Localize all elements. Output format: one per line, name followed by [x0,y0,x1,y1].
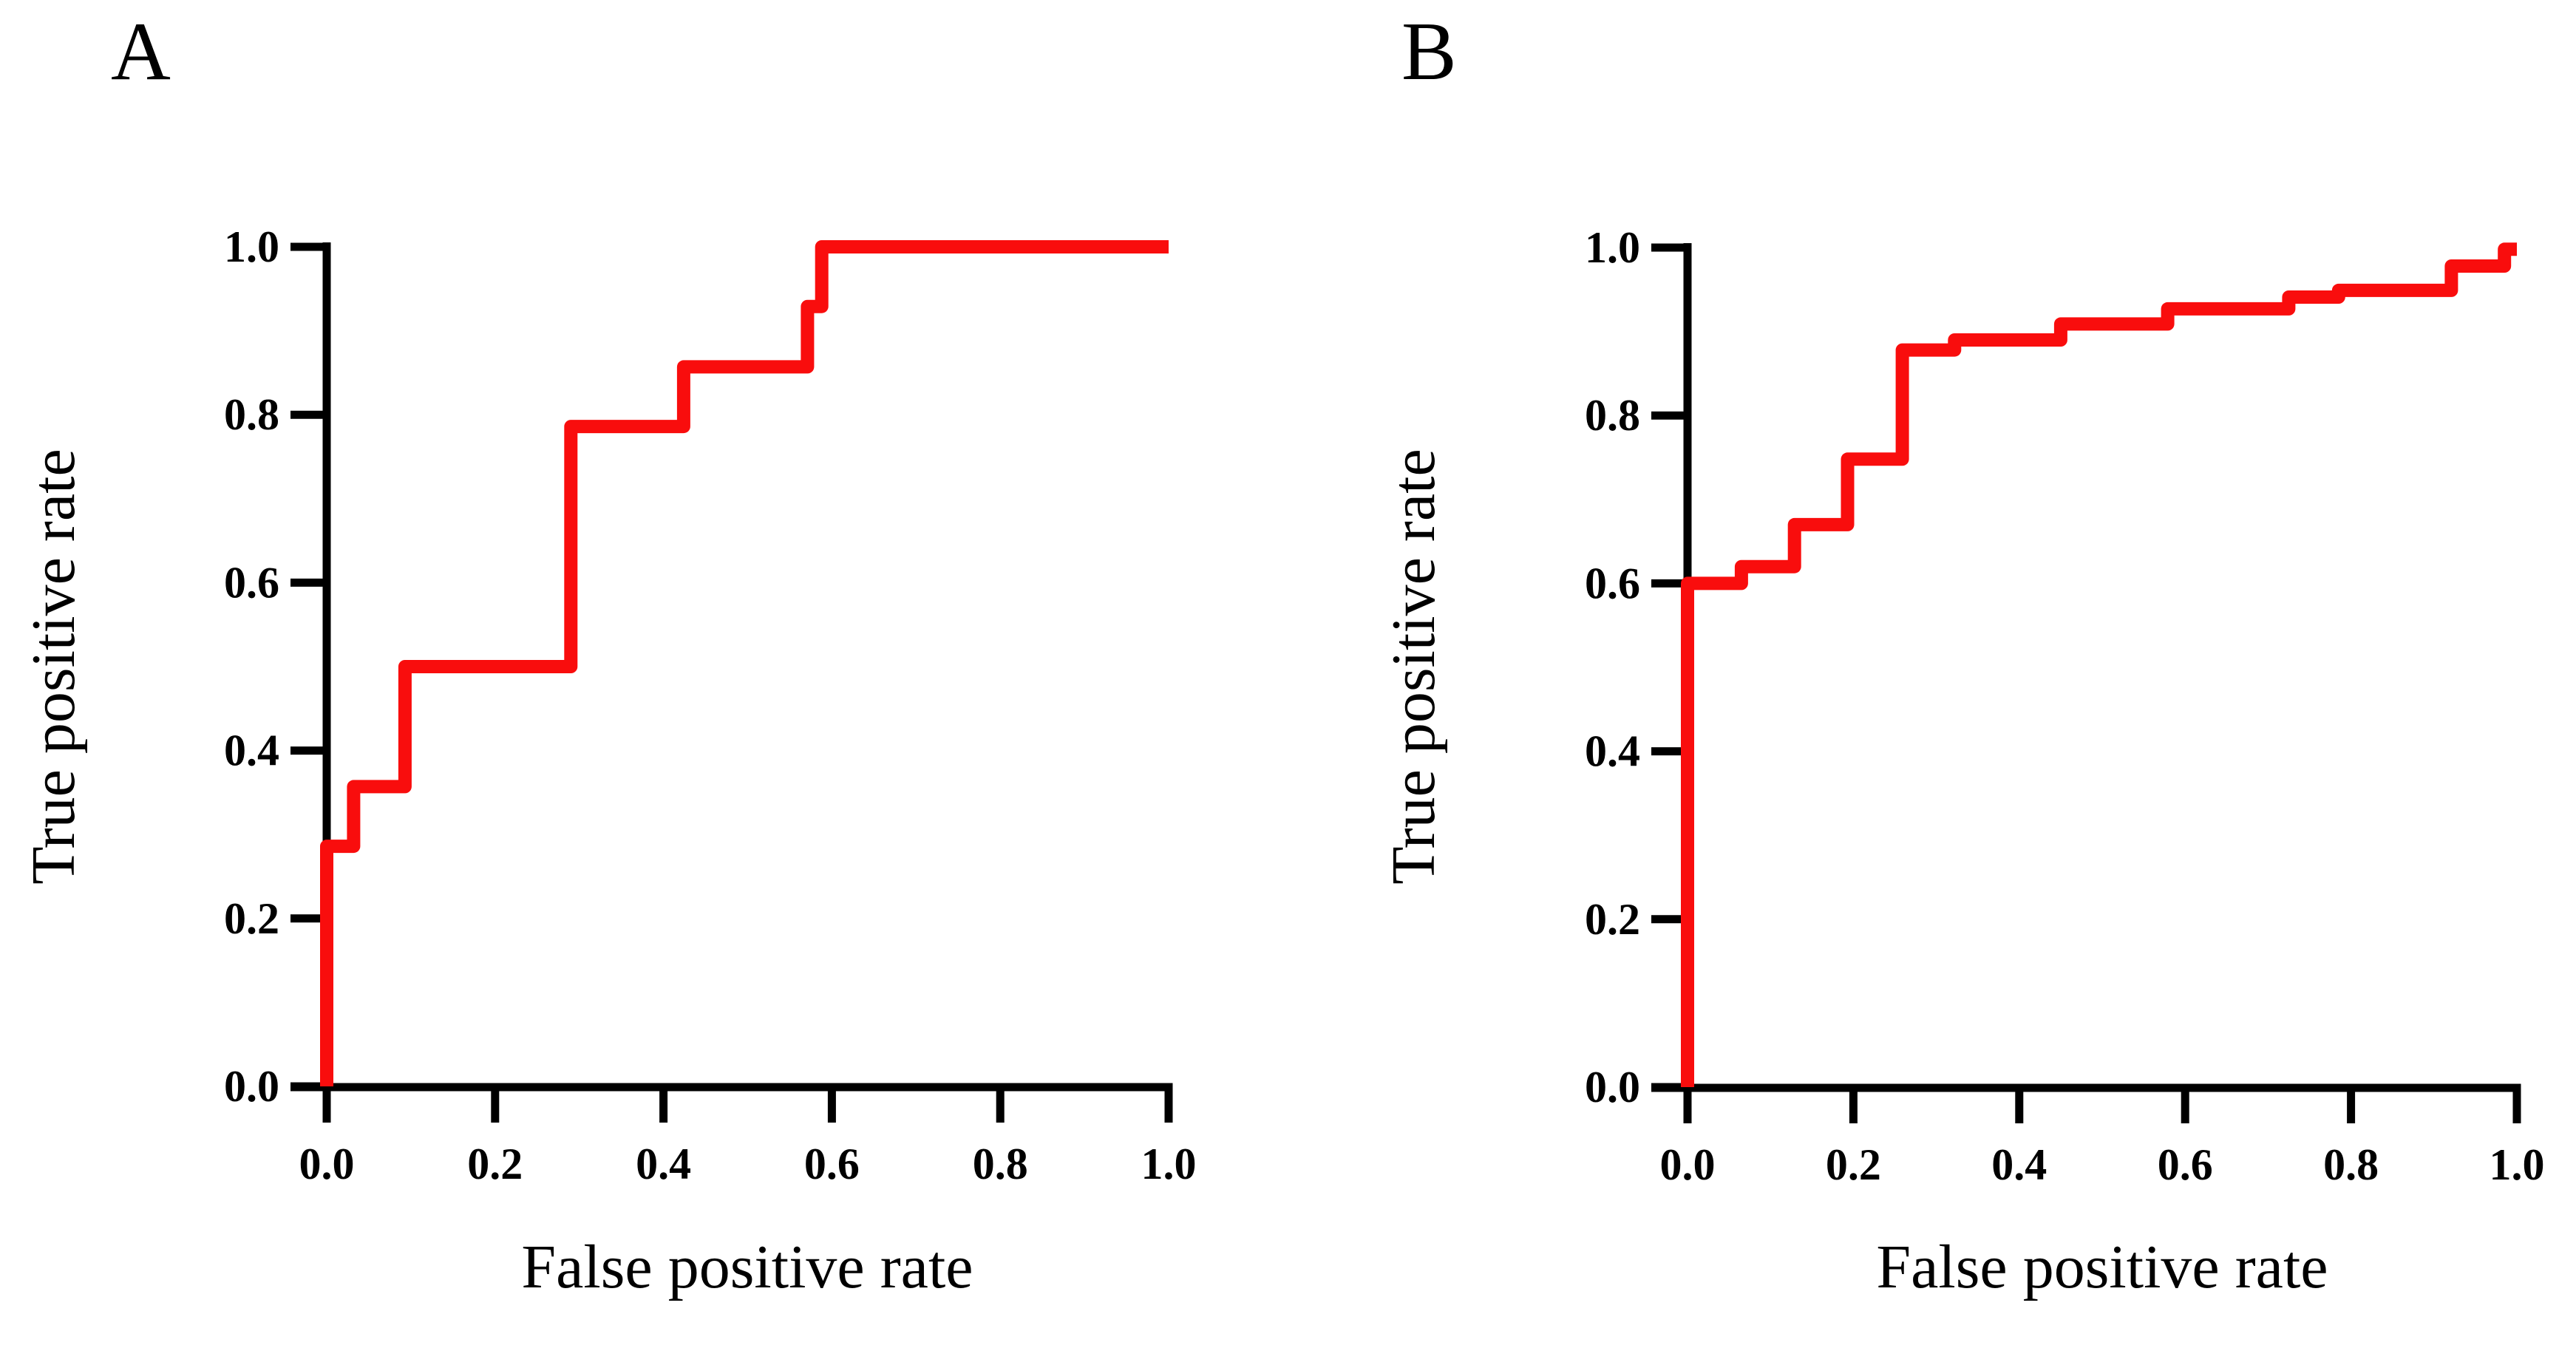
y-tick-label: 0.8 [1585,391,1640,440]
y-axis-title: True positive rate [19,449,88,884]
x-tick-label: 0.2 [1826,1140,1881,1189]
x-tick-label: 0.6 [804,1140,860,1188]
y-tick-label: 0.2 [1585,895,1640,944]
x-axis-title: False positive rate [1876,1233,2328,1301]
y-axis-title: True positive rate [1379,449,1448,884]
panel-b-label: B [1401,6,1457,98]
x-tick-label: 0.8 [2323,1140,2379,1189]
x-tick-label: 0.0 [299,1140,355,1188]
panel-a-label: A [111,6,171,98]
y-tick-label: 0.4 [224,726,279,775]
x-tick-label: 0.2 [467,1140,523,1188]
y-tick-label: 0.4 [1585,727,1640,776]
x-tick-label: 0.6 [2158,1140,2213,1189]
x-tick-label: 0.4 [636,1140,691,1188]
y-tick-label: 0.6 [1585,559,1640,607]
x-tick-label: 0.8 [973,1140,1028,1188]
y-tick-label: 0.2 [224,894,279,943]
y-tick-label: 0.6 [224,558,279,607]
y-tick-label: 0.0 [1585,1063,1640,1112]
roc-curve [320,240,1169,1086]
x-tick-label: 0.4 [1991,1140,2047,1189]
y-tick-label: 0.8 [224,390,279,439]
x-tick-label: 0.0 [1660,1140,1716,1189]
x-axis-title: False positive rate [521,1233,973,1301]
x-tick-label: 1.0 [1141,1140,1197,1188]
x-tick-label: 1.0 [2490,1140,2545,1189]
y-tick-label: 0.0 [224,1062,279,1111]
y-tick-label: 1.0 [224,222,279,271]
y-tick-label: 1.0 [1585,223,1640,272]
roc-curve [1681,242,2517,1087]
